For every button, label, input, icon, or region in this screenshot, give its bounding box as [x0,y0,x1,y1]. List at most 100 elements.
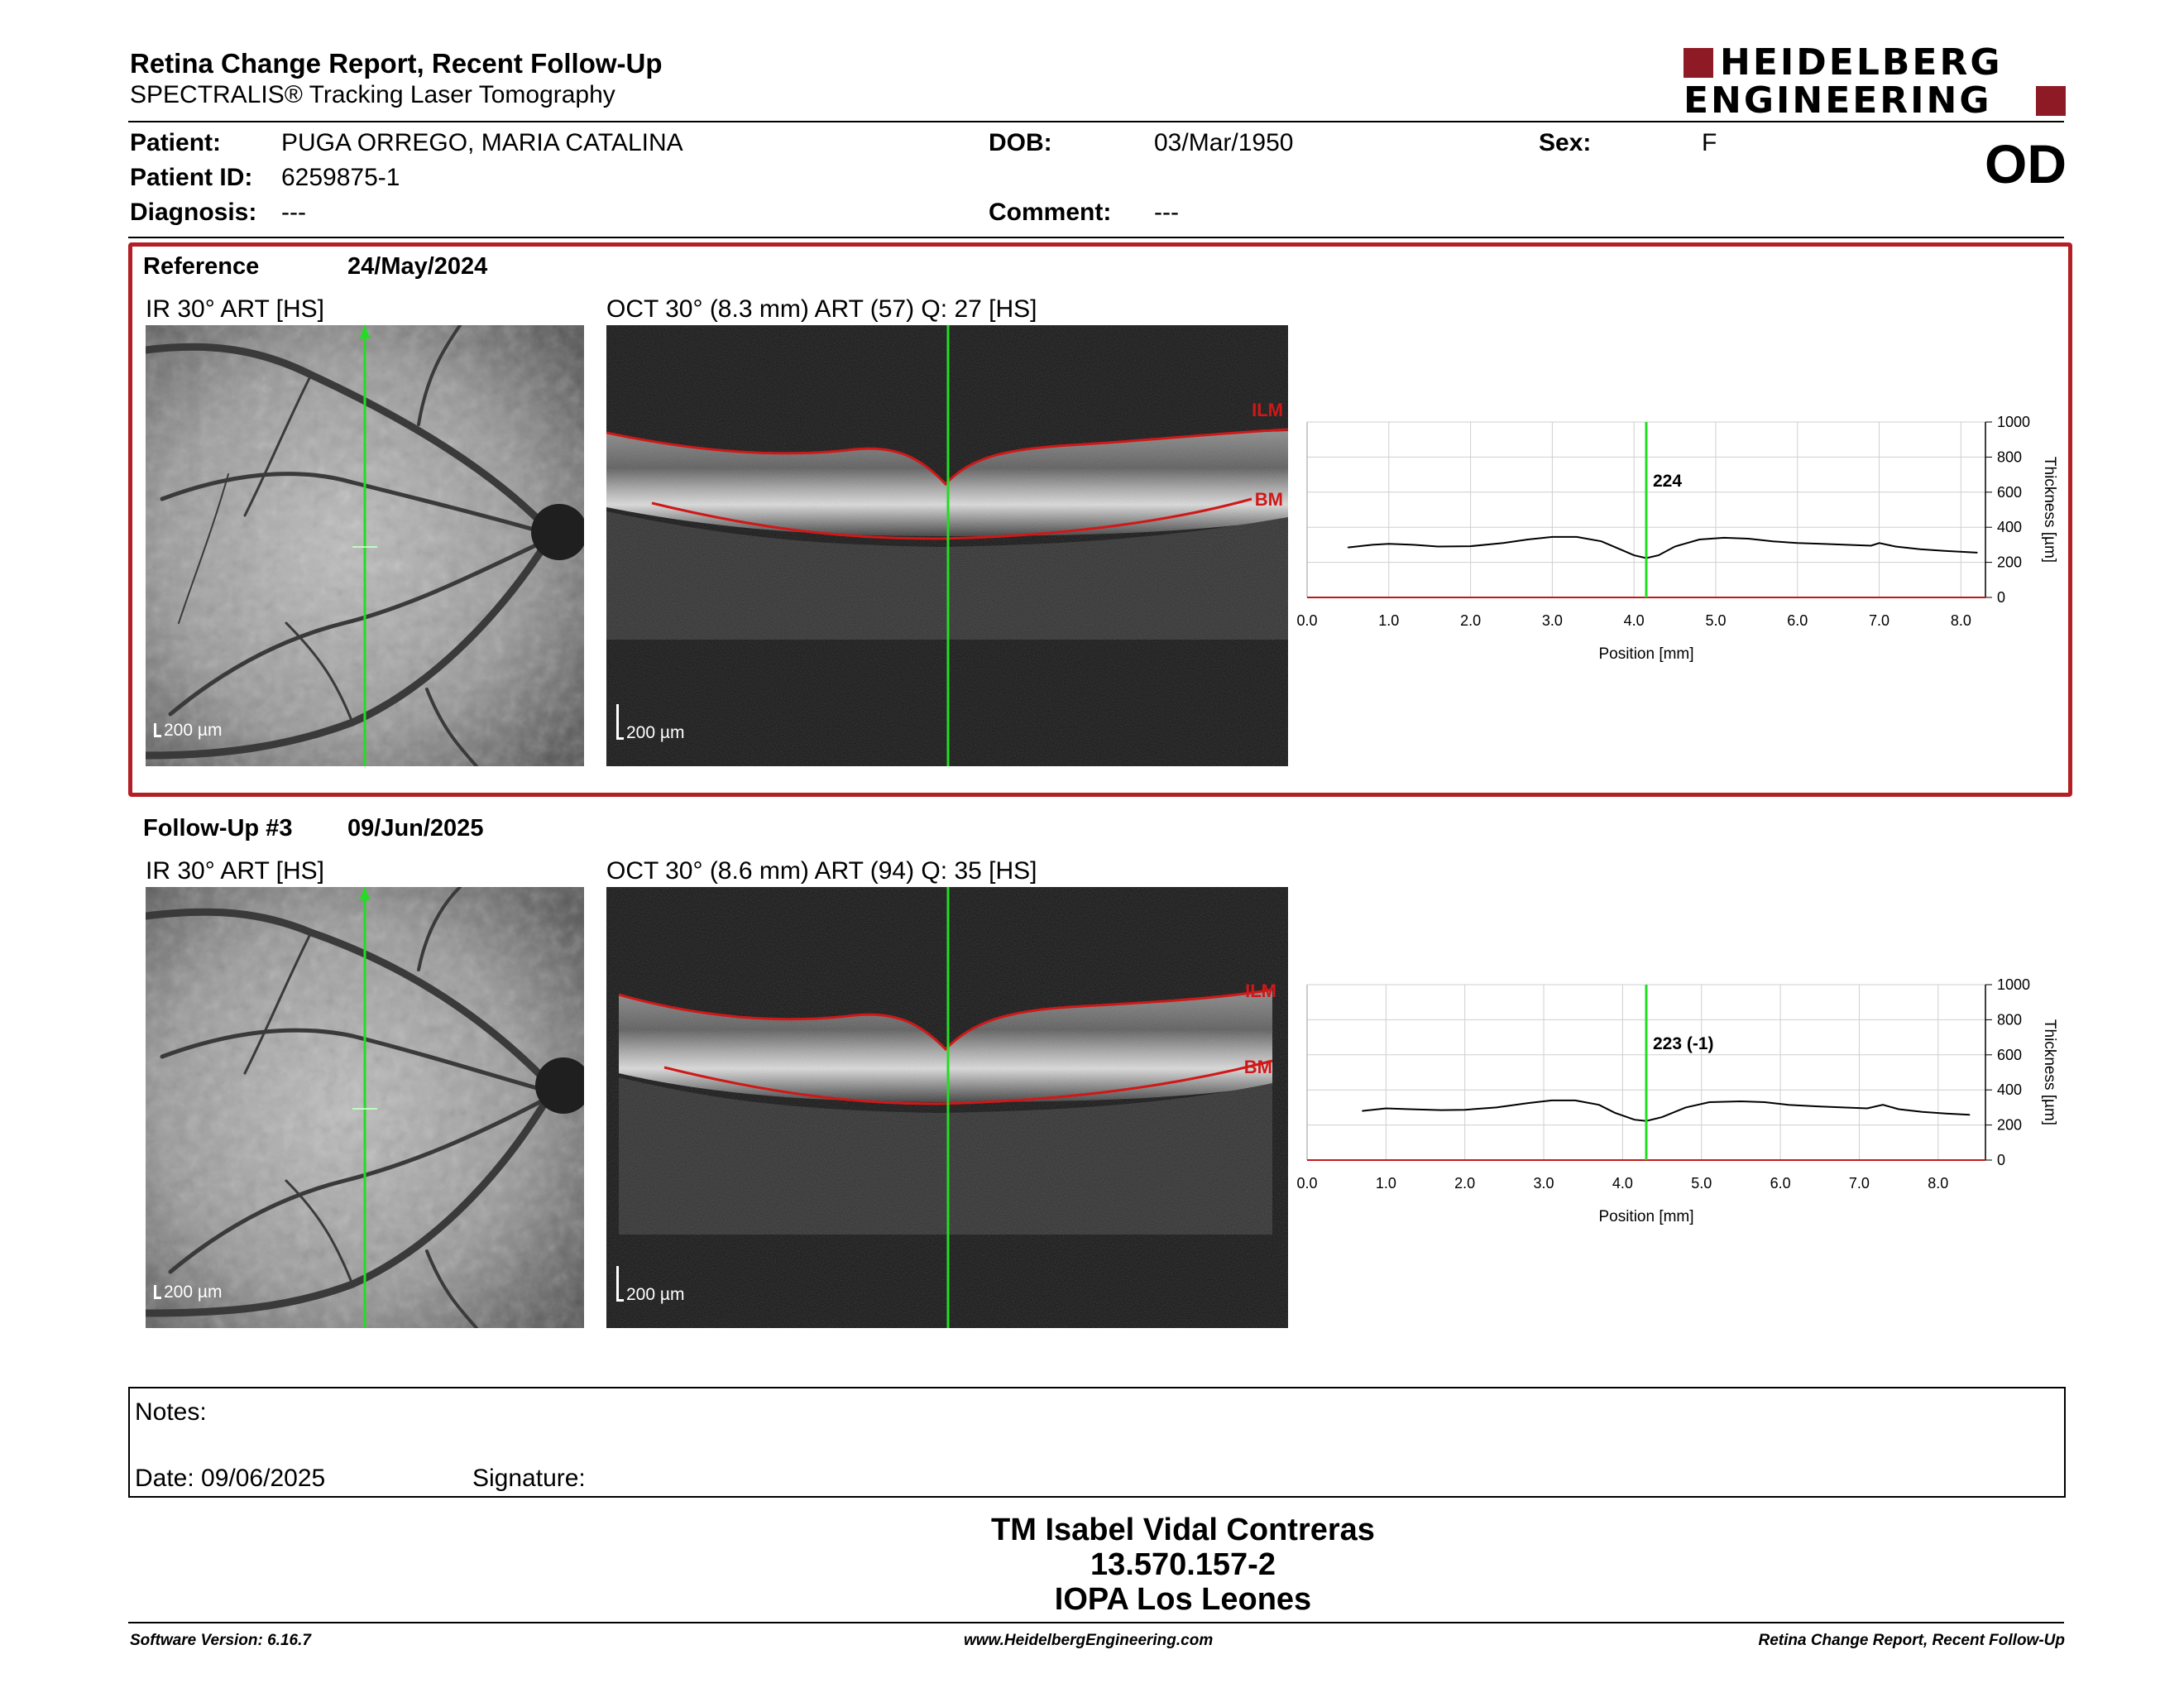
footer-divider [128,1622,2064,1623]
reference-chart-point-14 [1658,554,1660,556]
followup-chart-x-tick-4: 4.0 [1612,1175,1633,1192]
reference-label: Reference [143,253,260,280]
patient-id-value: 6259875-1 [281,164,400,191]
reference-chart-marker-label: 224 [1653,472,1682,491]
notes-label: Notes: [135,1398,207,1426]
followup-oct-scale: 200 µm [616,1266,684,1305]
followup-oct-svg: ILM BM [606,887,1288,1328]
reference-chart-point-6 [1502,542,1504,544]
followup-date: 09/Jun/2025 [347,815,484,842]
followup-chart-marker-label: 223 (-1) [1653,1034,1714,1053]
followup-ir-image[interactable]: 200 µm [146,887,584,1328]
followup-oct-image[interactable]: ILM BM 200 µm [606,887,1288,1328]
reference-chart-y-tick-3: 600 [1997,484,2022,501]
reference-chart-y-tick-5: 1000 [1997,414,2030,430]
reference-chart-x-tick-7: 7.0 [1869,612,1889,629]
reference-frame [128,242,2072,797]
reference-chart-point-3 [1412,544,1415,545]
followup-chart-point-21 [1866,1107,1868,1110]
followup-chart-point-2 [1409,1108,1410,1110]
reference-ilm-label: ILM [1252,400,1283,420]
reference-chart-point-20 [1797,542,1798,544]
reference-oct-image[interactable]: ILM BM 200 µm [606,325,1288,766]
followup-chart-thickness-line [1362,1099,1970,1122]
reference-ir-scale: 200 µm [154,721,222,741]
followup-chart-point-6 [1527,1102,1529,1104]
eye-indicator: OD [1985,133,2067,194]
reference-fundus-svg [146,325,584,766]
reference-chart-point-28 [1976,552,1978,554]
reference-chart-x-tick-2: 2.0 [1460,612,1481,629]
reference-chart-point-9 [1576,536,1578,538]
followup-chart-point-19 [1819,1105,1821,1107]
reference-chart-point-15 [1674,545,1676,548]
reference-ir-image[interactable]: 200 µm [146,325,584,766]
followup-chart-x-tick-0: 0.0 [1296,1175,1317,1192]
reference-thickness-chart: 0.0 1.0 2.0 3.0 4.0 5.0 6.0 7.0 8.0 0 200 400 600 800… [1296,414,2058,663]
signature-label: Signature: [472,1465,586,1492]
comment-value: --- [1154,199,1179,226]
followup-chart-point-17 [1764,1101,1765,1103]
reference-ir-label: IR 30° ART [HS] [146,295,324,323]
footer-url[interactable]: www.HeidelbergEngineering.com [964,1632,1214,1649]
followup-chart-y-tick-2: 400 [1997,1081,2022,1098]
reference-chart-x-tick-5: 5.0 [1705,612,1726,629]
dob-label: DOB: [989,129,1052,156]
reference-oct-label: OCT 30° (8.3 mm) ART (57) Q: 27 [HS] [606,295,1037,323]
reference-chart-thickness-line [1348,535,1978,559]
followup-chart-point-0 [1362,1110,1363,1112]
logo-line-1: HEIDELBERG [1720,41,2003,84]
reference-oct-scale: 200 µm [616,704,684,743]
followup-chart-y-tick-3: 600 [1997,1047,2022,1063]
followup-chart-x-tick-6: 6.0 [1770,1175,1791,1192]
footer-report-name: Retina Change Report, Recent Follow-Up [1758,1632,2065,1649]
followup-chart-point-15 [1708,1101,1710,1103]
followup-chart-x-tick-5: 5.0 [1691,1175,1712,1192]
reference-chart-x-label: Position [mm] [1598,645,1693,663]
reference-chart-point-19 [1772,540,1774,542]
reference-oct-svg: ILM BM [606,325,1288,766]
reference-chart-point-8 [1551,536,1553,538]
followup-chart-point-24 [1922,1111,1923,1113]
logo-line-2: ENGINEERING [1684,79,1992,122]
reference-chart-point-23 [1870,544,1872,547]
followup-chart-y-tick-1: 200 [1997,1117,2022,1134]
notes-date: Date: 09/06/2025 [135,1465,326,1492]
followup-chart-point-25 [1945,1113,1947,1115]
reference-chart-y-tick-4: 800 [1997,448,2022,465]
reference-chart-point-5 [1469,545,1472,547]
sex-label: Sex: [1539,129,1592,156]
sex-value: F [1702,129,1717,156]
reference-date: 24/May/2024 [347,253,488,280]
reference-chart-y-tick-2: 400 [1997,519,2022,535]
heidelberg-logo: HEIDELBERG ENGINEERING [1684,41,2066,122]
diagnosis-label: Diagnosis: [130,199,257,226]
followup-chart-x-label: Position [mm] [1598,1208,1693,1225]
report-subtitle: SPECTRALIS® Tracking Laser Tomography [130,81,615,108]
dob-value: 03/Mar/1950 [1154,129,1294,156]
followup-chart-point-5 [1496,1106,1497,1108]
followup-ir-scale: 200 µm [154,1283,222,1302]
reference-chart-x-tick-8: 8.0 [1951,612,1971,629]
reference-chart-x-tick-1: 1.0 [1378,612,1399,629]
report-title: Retina Change Report, Recent Follow-Up [130,48,663,79]
notes-box[interactable]: Notes: Date: 09/06/2025 Signature: [128,1387,2066,1498]
followup-chart-point-13 [1661,1116,1663,1118]
followup-chart-point-20 [1842,1106,1844,1108]
diagnosis-value: --- [281,199,306,226]
reference-chart-point-4 [1437,545,1439,548]
reference-chart-x-tick-6: 6.0 [1787,612,1808,629]
followup-ilm-label: ILM [1245,981,1276,1001]
reference-chart-point-24 [1878,542,1880,544]
reference-chart-point-10 [1601,540,1602,542]
reference-chart-y-label: Thickness [µm] [2041,457,2058,563]
followup-bm-label: BM [1244,1057,1272,1077]
signer-name: TM Isabel Vidal Contreras [991,1513,1375,1547]
followup-label: Follow-Up #3 [143,815,293,842]
signer-id: 13.570.157-2 [1090,1547,1276,1582]
followup-chart-y-tick-4: 800 [1997,1011,2022,1028]
patient-label: Patient: [130,129,222,156]
reference-chart-point-12 [1633,554,1635,556]
followup-chart-y-label: Thickness [µm] [2041,1019,2058,1125]
followup-chart-x-tick-7: 7.0 [1849,1175,1870,1192]
